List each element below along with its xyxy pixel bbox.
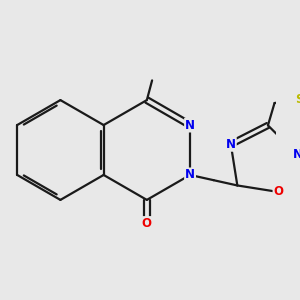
Text: N: N [226, 138, 236, 151]
Text: N: N [185, 118, 195, 131]
Text: O: O [142, 217, 152, 230]
Text: N: N [185, 169, 195, 182]
Text: N: N [292, 148, 300, 161]
Text: O: O [274, 185, 284, 199]
Text: S: S [295, 93, 300, 106]
